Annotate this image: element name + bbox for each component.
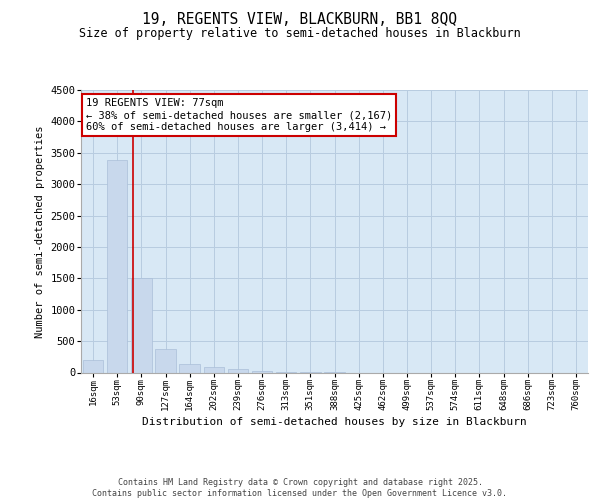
Text: Size of property relative to semi-detached houses in Blackburn: Size of property relative to semi-detach… (79, 28, 521, 40)
Bar (107, 160, 127, 372)
Text: 19 REGENTS VIEW: 77sqm
← 38% of semi-detached houses are smaller (2,167)
60% of : 19 REGENTS VIEW: 77sqm ← 38% of semi-det… (86, 98, 392, 132)
Text: 19, REGENTS VIEW, BLACKBURN, BB1 8QQ: 19, REGENTS VIEW, BLACKBURN, BB1 8QQ (143, 12, 458, 28)
Text: Contains HM Land Registry data © Crown copyright and database right 2025.
Contai: Contains HM Land Registry data © Crown c… (92, 478, 508, 498)
Y-axis label: Number of semi-detached properties: Number of semi-detached properties (35, 125, 45, 338)
Bar (252, 370, 272, 372)
Bar (83, 360, 103, 372)
Bar (179, 364, 200, 372)
Bar (203, 368, 224, 372)
Bar (155, 350, 176, 372)
Bar (227, 369, 248, 372)
Bar (131, 278, 152, 372)
X-axis label: Distribution of semi-detached houses by size in Blackburn: Distribution of semi-detached houses by … (142, 417, 527, 427)
